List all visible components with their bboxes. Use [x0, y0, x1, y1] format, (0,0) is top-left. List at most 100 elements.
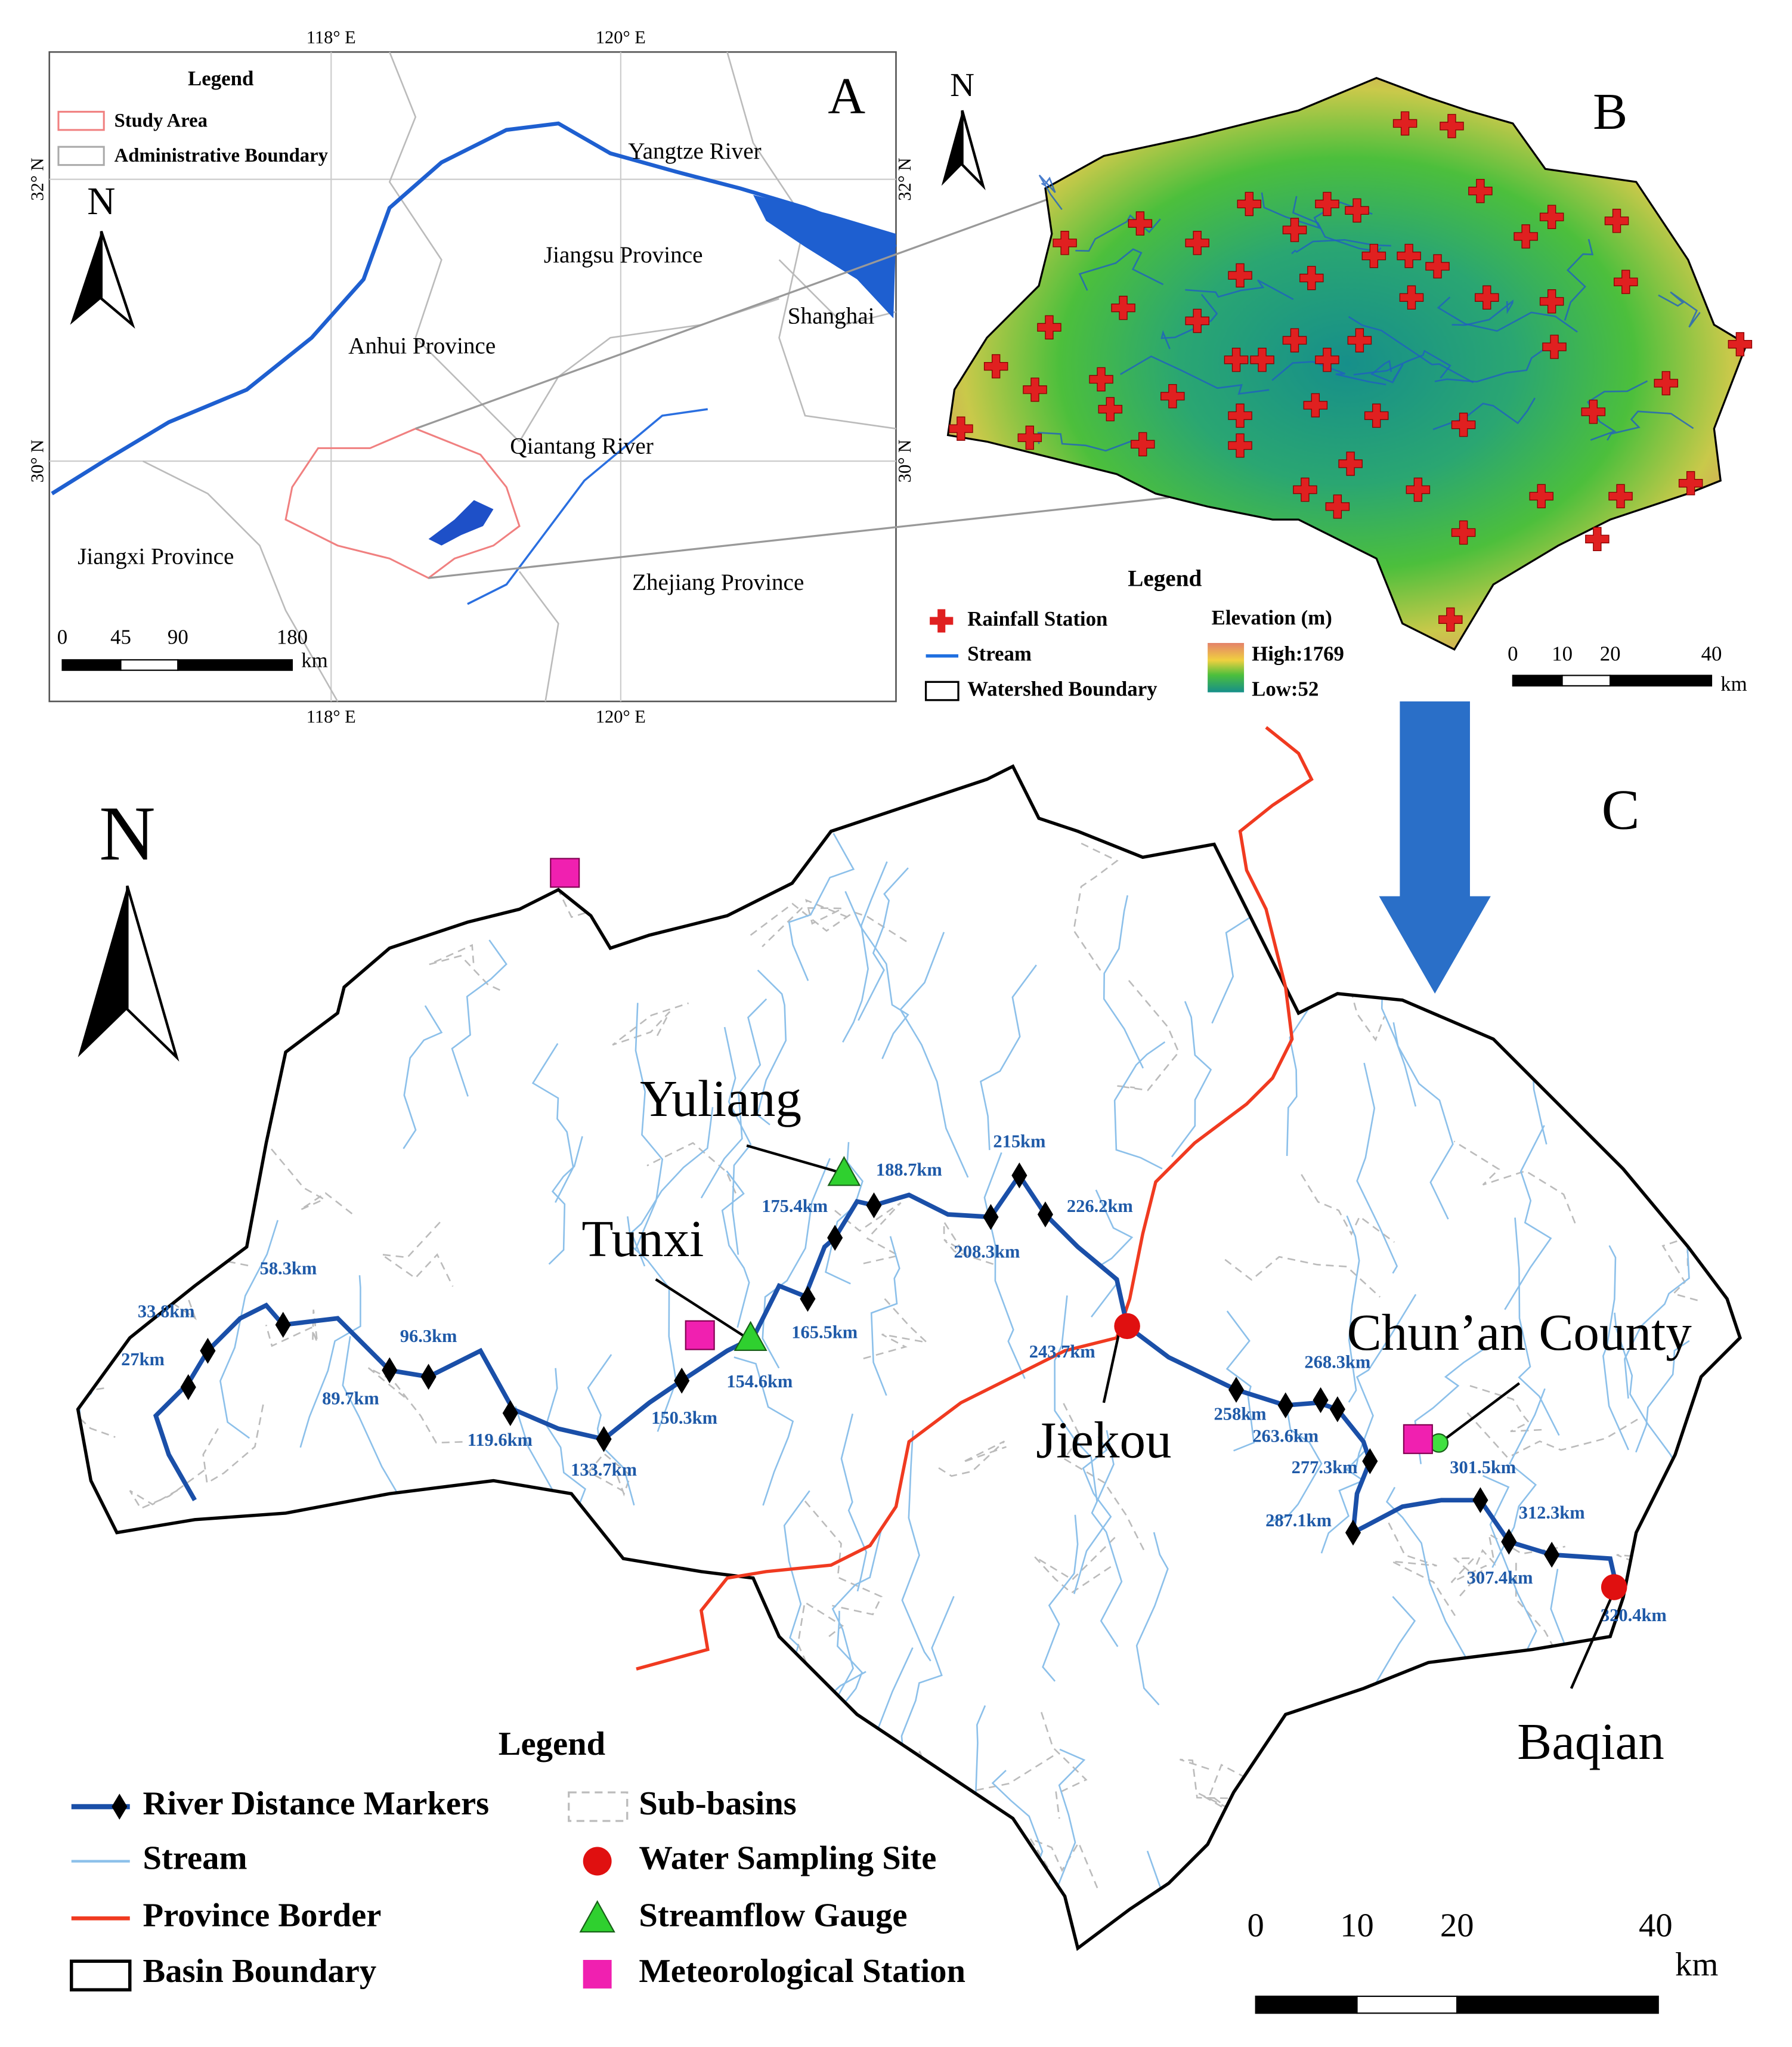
stream	[733, 1356, 794, 1506]
admin-boundary	[518, 571, 559, 702]
rainfall-station	[1397, 243, 1421, 268]
rainfall-station	[1425, 254, 1450, 279]
legend-title: Legend	[499, 1726, 605, 1762]
scale-label: 20	[1600, 642, 1621, 666]
scale-segment	[1561, 675, 1611, 687]
legend-label: Water Sampling Site	[639, 1839, 936, 1876]
latitude-label: 30° N	[27, 440, 47, 483]
rainfall-station	[1539, 289, 1564, 314]
stream	[587, 1354, 635, 1506]
distance-label: 243.7km	[1029, 1341, 1095, 1362]
rainfall-station	[1347, 328, 1372, 352]
qiantang-river	[467, 408, 708, 605]
place-label: Jiangsu Province	[544, 242, 703, 268]
distance-label: 301.5km	[1450, 1457, 1516, 1477]
rainfall-station	[1654, 371, 1679, 395]
sub-basin-boundary	[862, 1298, 930, 1360]
legend-swatch	[57, 146, 105, 166]
scale-label: 40	[1639, 1907, 1673, 1944]
stream	[1113, 1041, 1166, 1170]
dem-stream	[1451, 299, 1514, 326]
admin-boundary	[726, 51, 896, 429]
stream	[1267, 1403, 1323, 1524]
lake	[428, 500, 494, 546]
rainfall-station	[1299, 265, 1324, 290]
dem-stream	[1353, 350, 1451, 379]
rainfall-station	[1293, 477, 1317, 502]
place-label: Shanghai	[788, 304, 875, 329]
stream	[1482, 1475, 1537, 1655]
longitude-label: 118° E	[307, 27, 356, 47]
yangtze-estuary	[753, 194, 896, 319]
rainfall-station	[983, 354, 1008, 379]
north-arrow	[100, 231, 135, 329]
dem-stream	[1607, 410, 1694, 441]
scale-label: 0	[1508, 642, 1518, 666]
stream	[842, 861, 888, 1043]
legend-symbol	[112, 1794, 128, 1820]
rainfall-station	[1185, 308, 1209, 333]
rainfall-station	[1614, 270, 1638, 294]
admin-boundary	[778, 259, 896, 326]
stream	[870, 1236, 900, 1396]
stream	[1504, 1125, 1552, 1310]
rainfall-station	[1325, 494, 1350, 519]
leader-line	[1102, 1331, 1121, 1403]
meteorological-station	[1403, 1424, 1433, 1454]
meteorological-station	[550, 858, 580, 888]
place-label: Zhejiang Province	[632, 570, 804, 595]
rainfall-station	[1224, 348, 1249, 372]
legend-label: Province Border	[143, 1897, 382, 1934]
sub-basin-boundary	[902, 1750, 1055, 1793]
stream	[545, 1368, 587, 1535]
sub-basin-boundary	[1116, 980, 1180, 1091]
stream	[1356, 1062, 1398, 1274]
rainfall-station	[1282, 328, 1307, 352]
sub-basin-boundary	[1073, 842, 1119, 975]
stream	[403, 1005, 443, 1149]
distance-label: 263.6km	[1252, 1426, 1319, 1446]
panel-letter: B	[1593, 82, 1627, 140]
legend-symbol	[924, 681, 960, 701]
sub-basin-boundary	[202, 1404, 264, 1485]
rainfall-station	[1017, 425, 1042, 450]
legend-label: Sub-basins	[639, 1785, 796, 1822]
legend-label: Study Area	[114, 110, 208, 131]
rainfall-station	[1468, 178, 1493, 203]
north-arrow	[126, 885, 179, 1062]
stream	[901, 1430, 931, 1662]
rainfall-station	[1228, 403, 1252, 428]
stream	[858, 867, 909, 1021]
sub-basin-boundary	[1466, 1412, 1639, 1459]
stream	[723, 1026, 752, 1255]
rainfall-station	[1130, 432, 1155, 457]
rainfall-station	[1228, 263, 1252, 287]
place-label: Baqian	[1517, 1712, 1664, 1770]
stream	[788, 833, 855, 981]
rainfall-station	[1345, 198, 1369, 223]
sub-basin-boundary	[1475, 1532, 1565, 1566]
dem-stream	[1160, 293, 1218, 350]
scale-label: 20	[1440, 1907, 1474, 1944]
stream	[1225, 1310, 1255, 1452]
rainfall-station	[1440, 114, 1464, 138]
sub-basin-boundary	[1224, 1256, 1381, 1298]
north-label: N	[87, 180, 115, 223]
stream	[783, 1490, 810, 1684]
stream	[1414, 1348, 1485, 1464]
distance-marker	[420, 1363, 437, 1390]
stream	[900, 1595, 955, 1767]
stream	[721, 1170, 750, 1328]
leader-line	[1570, 1590, 1615, 1689]
sub-basin-boundary	[612, 1002, 689, 1046]
distance-marker	[1501, 1529, 1517, 1555]
rainfall-station	[1111, 295, 1135, 320]
stream	[299, 1275, 361, 1448]
distance-marker	[983, 1204, 999, 1230]
place-label: Yangtze River	[628, 138, 761, 164]
legend-label: Rainfall Station	[967, 607, 1107, 630]
sub-basin-boundary	[1034, 1536, 1116, 1594]
legend-label: Low:52	[1252, 678, 1319, 701]
sub-basin-boundary	[1063, 1403, 1146, 1552]
